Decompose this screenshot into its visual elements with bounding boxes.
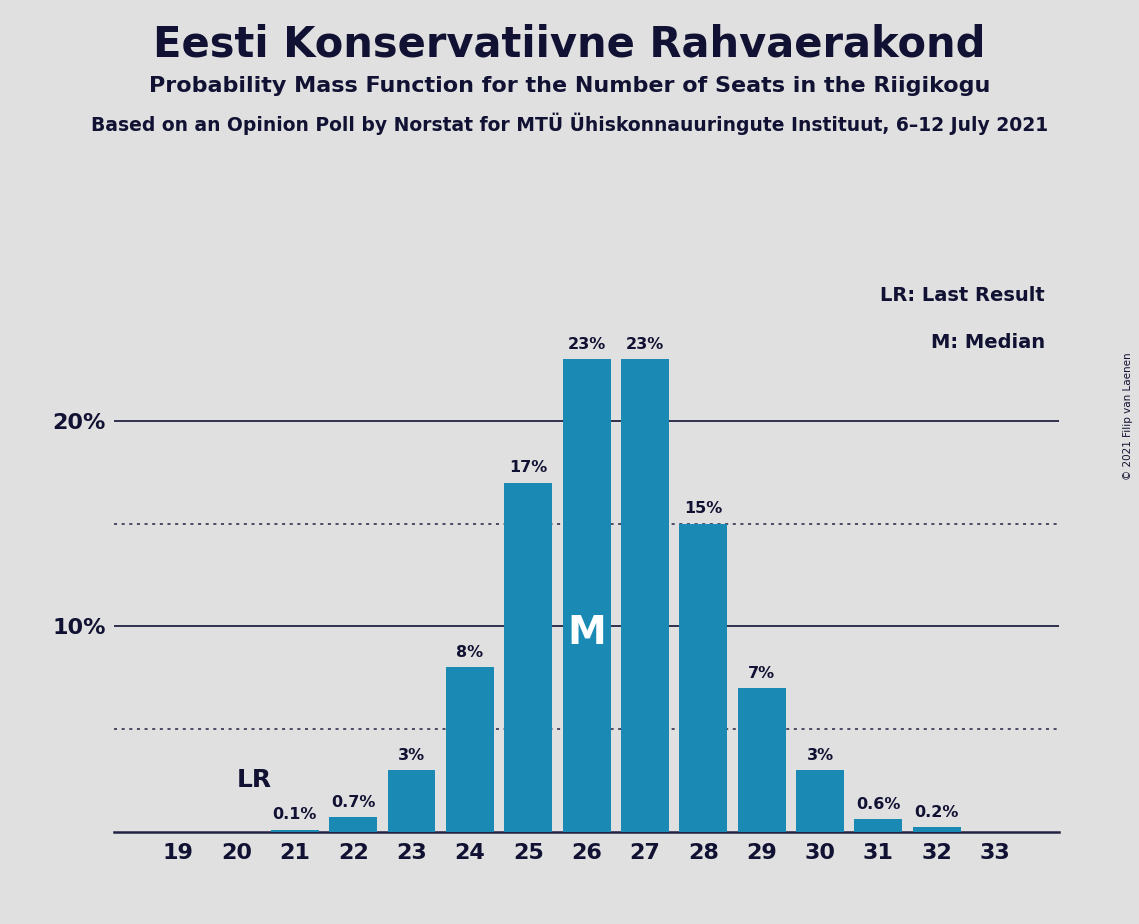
Text: Probability Mass Function for the Number of Seats in the Riigikogu: Probability Mass Function for the Number… [149, 76, 990, 96]
Text: Based on an Opinion Poll by Norstat for MTÜ Ühiskonnauuringute Instituut, 6–12 J: Based on an Opinion Poll by Norstat for … [91, 113, 1048, 135]
Bar [329, 817, 377, 832]
Bar [738, 687, 786, 832]
Text: 0.1%: 0.1% [272, 808, 317, 822]
Text: 8%: 8% [457, 645, 483, 660]
Text: M: Median: M: Median [931, 333, 1046, 352]
Bar [854, 820, 902, 832]
Bar [271, 830, 319, 832]
Text: Eesti Konservatiivne Rahvaerakond: Eesti Konservatiivne Rahvaerakond [154, 23, 985, 65]
Bar [912, 828, 960, 832]
Bar [679, 524, 727, 832]
Text: 0.2%: 0.2% [915, 806, 959, 821]
Text: 3%: 3% [398, 748, 425, 763]
Text: © 2021 Filip van Laenen: © 2021 Filip van Laenen [1123, 352, 1133, 480]
Bar [796, 770, 844, 832]
Text: 15%: 15% [685, 502, 722, 517]
Bar [621, 359, 669, 832]
Text: 17%: 17% [509, 460, 548, 475]
Text: 0.6%: 0.6% [857, 797, 901, 812]
Bar [446, 667, 494, 832]
Text: LR: Last Result: LR: Last Result [880, 286, 1046, 305]
Text: M: M [567, 614, 606, 652]
Bar [387, 770, 435, 832]
Bar [563, 359, 611, 832]
Text: 23%: 23% [567, 337, 606, 352]
Text: 7%: 7% [748, 665, 776, 681]
Text: 3%: 3% [806, 748, 834, 763]
Bar [505, 482, 552, 832]
Text: LR: LR [237, 768, 271, 792]
Text: 0.7%: 0.7% [331, 795, 376, 810]
Text: 23%: 23% [625, 337, 664, 352]
